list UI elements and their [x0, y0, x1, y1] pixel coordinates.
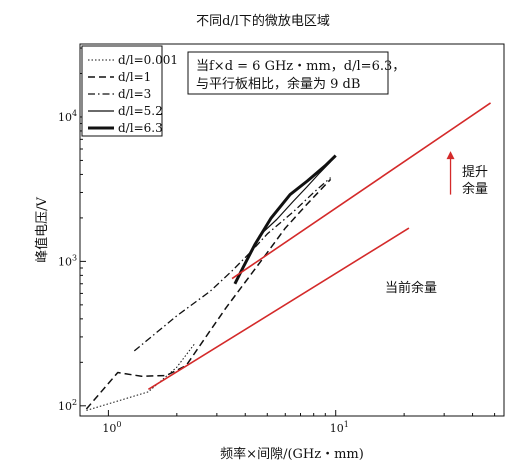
note-line-2: 与平行板相比，余量为 9 dB: [196, 76, 360, 92]
y-axis-label: 峰值电压/V: [34, 197, 50, 263]
note-line-1: 当f×d = 6 GHz・mm，d/l=6.3，: [196, 59, 405, 74]
annotation-raise-margin-2: 余量: [462, 181, 488, 197]
series-line-2: [133, 177, 332, 352]
legend-label-4: d/l=6.3: [118, 121, 163, 135]
legend-label-0: d/l=0.001: [118, 53, 178, 67]
series-lines: [85, 154, 337, 411]
y-tick-label: 103: [58, 253, 77, 268]
series-line-4: [233, 154, 337, 285]
legend-label-3: d/l=5.2: [118, 104, 163, 118]
y-tick-label: 102: [58, 398, 77, 413]
annotation-raise-margin-1: 提升: [462, 164, 488, 180]
series-line-1: [85, 178, 332, 410]
x-axis-label: 频率×间隙/(GHz・mm): [220, 446, 364, 462]
chart-title: 不同d/l下的微放电区域: [196, 13, 330, 29]
series-line-0: [86, 343, 196, 411]
current-margin-line: [148, 227, 410, 391]
legend-box: [81, 45, 163, 137]
plot-frame: [79, 43, 505, 417]
raise-arrow-head: [446, 151, 455, 160]
x-tick-label: 101: [330, 420, 349, 435]
legend-label-2: d/l=3: [118, 87, 151, 101]
y-tick-label: 104: [58, 109, 77, 124]
legend-label-1: d/l=1: [118, 70, 151, 84]
series-line-3: [258, 161, 332, 237]
raised-margin-line: [231, 102, 492, 280]
legend: d/l=0.001 d/l=1 d/l=3 d/l=5.2 d/l=6.3: [81, 45, 178, 137]
reference-lines: [148, 102, 492, 391]
note-frame: [187, 51, 389, 95]
x-tick-label: 100: [102, 420, 121, 435]
note-box: 当f×d = 6 GHz・mm，d/l=6.3， 与平行板相比，余量为 9 dB: [187, 51, 405, 95]
annotation-current-margin: 当前余量: [385, 280, 437, 296]
